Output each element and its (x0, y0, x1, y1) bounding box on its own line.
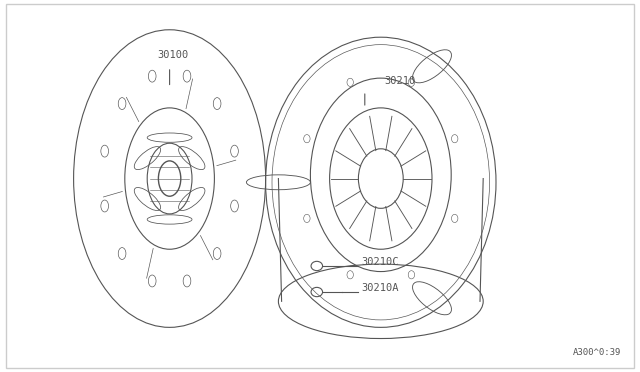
Text: 30210C: 30210C (362, 257, 399, 267)
Text: 30210: 30210 (384, 76, 415, 86)
Text: 30210A: 30210A (362, 283, 399, 293)
Text: A300^0:39: A300^0:39 (572, 348, 621, 357)
Text: 30100: 30100 (157, 49, 188, 60)
